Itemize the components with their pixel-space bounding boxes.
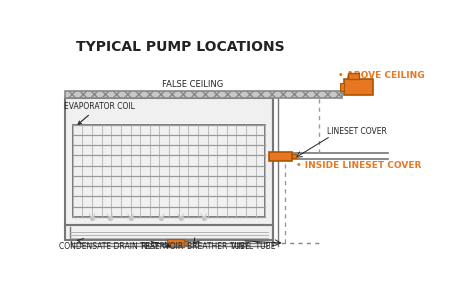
- Bar: [344, 79, 373, 94]
- Bar: [167, 239, 184, 247]
- Bar: [269, 152, 292, 161]
- Text: BREATHER TUBE: BREATHER TUBE: [187, 242, 249, 251]
- Text: EVAPORATOR COIL: EVAPORATOR COIL: [63, 102, 135, 124]
- Bar: [184, 241, 188, 245]
- Bar: [340, 83, 344, 91]
- Text: RESERVOIR: RESERVOIR: [140, 242, 184, 251]
- Bar: [348, 73, 359, 79]
- Text: TYPICAL PUMP LOCATIONS: TYPICAL PUMP LOCATIONS: [76, 40, 285, 54]
- Text: • INSIDE LINESET COVER: • INSIDE LINESET COVER: [296, 161, 422, 170]
- Bar: [65, 98, 273, 225]
- Bar: [188, 241, 198, 247]
- Text: LINESET COVER: LINESET COVER: [327, 127, 387, 136]
- Text: VINYL TUBE: VINYL TUBE: [230, 242, 275, 251]
- Bar: [65, 92, 342, 98]
- Text: • ABOVE CEILING: • ABOVE CEILING: [338, 71, 425, 80]
- Text: CONDENSATE DRAIN TRAY: CONDENSATE DRAIN TRAY: [59, 242, 159, 251]
- Text: FALSE CEILING: FALSE CEILING: [162, 80, 223, 89]
- Bar: [292, 154, 296, 158]
- Bar: [73, 124, 265, 217]
- Bar: [65, 225, 273, 240]
